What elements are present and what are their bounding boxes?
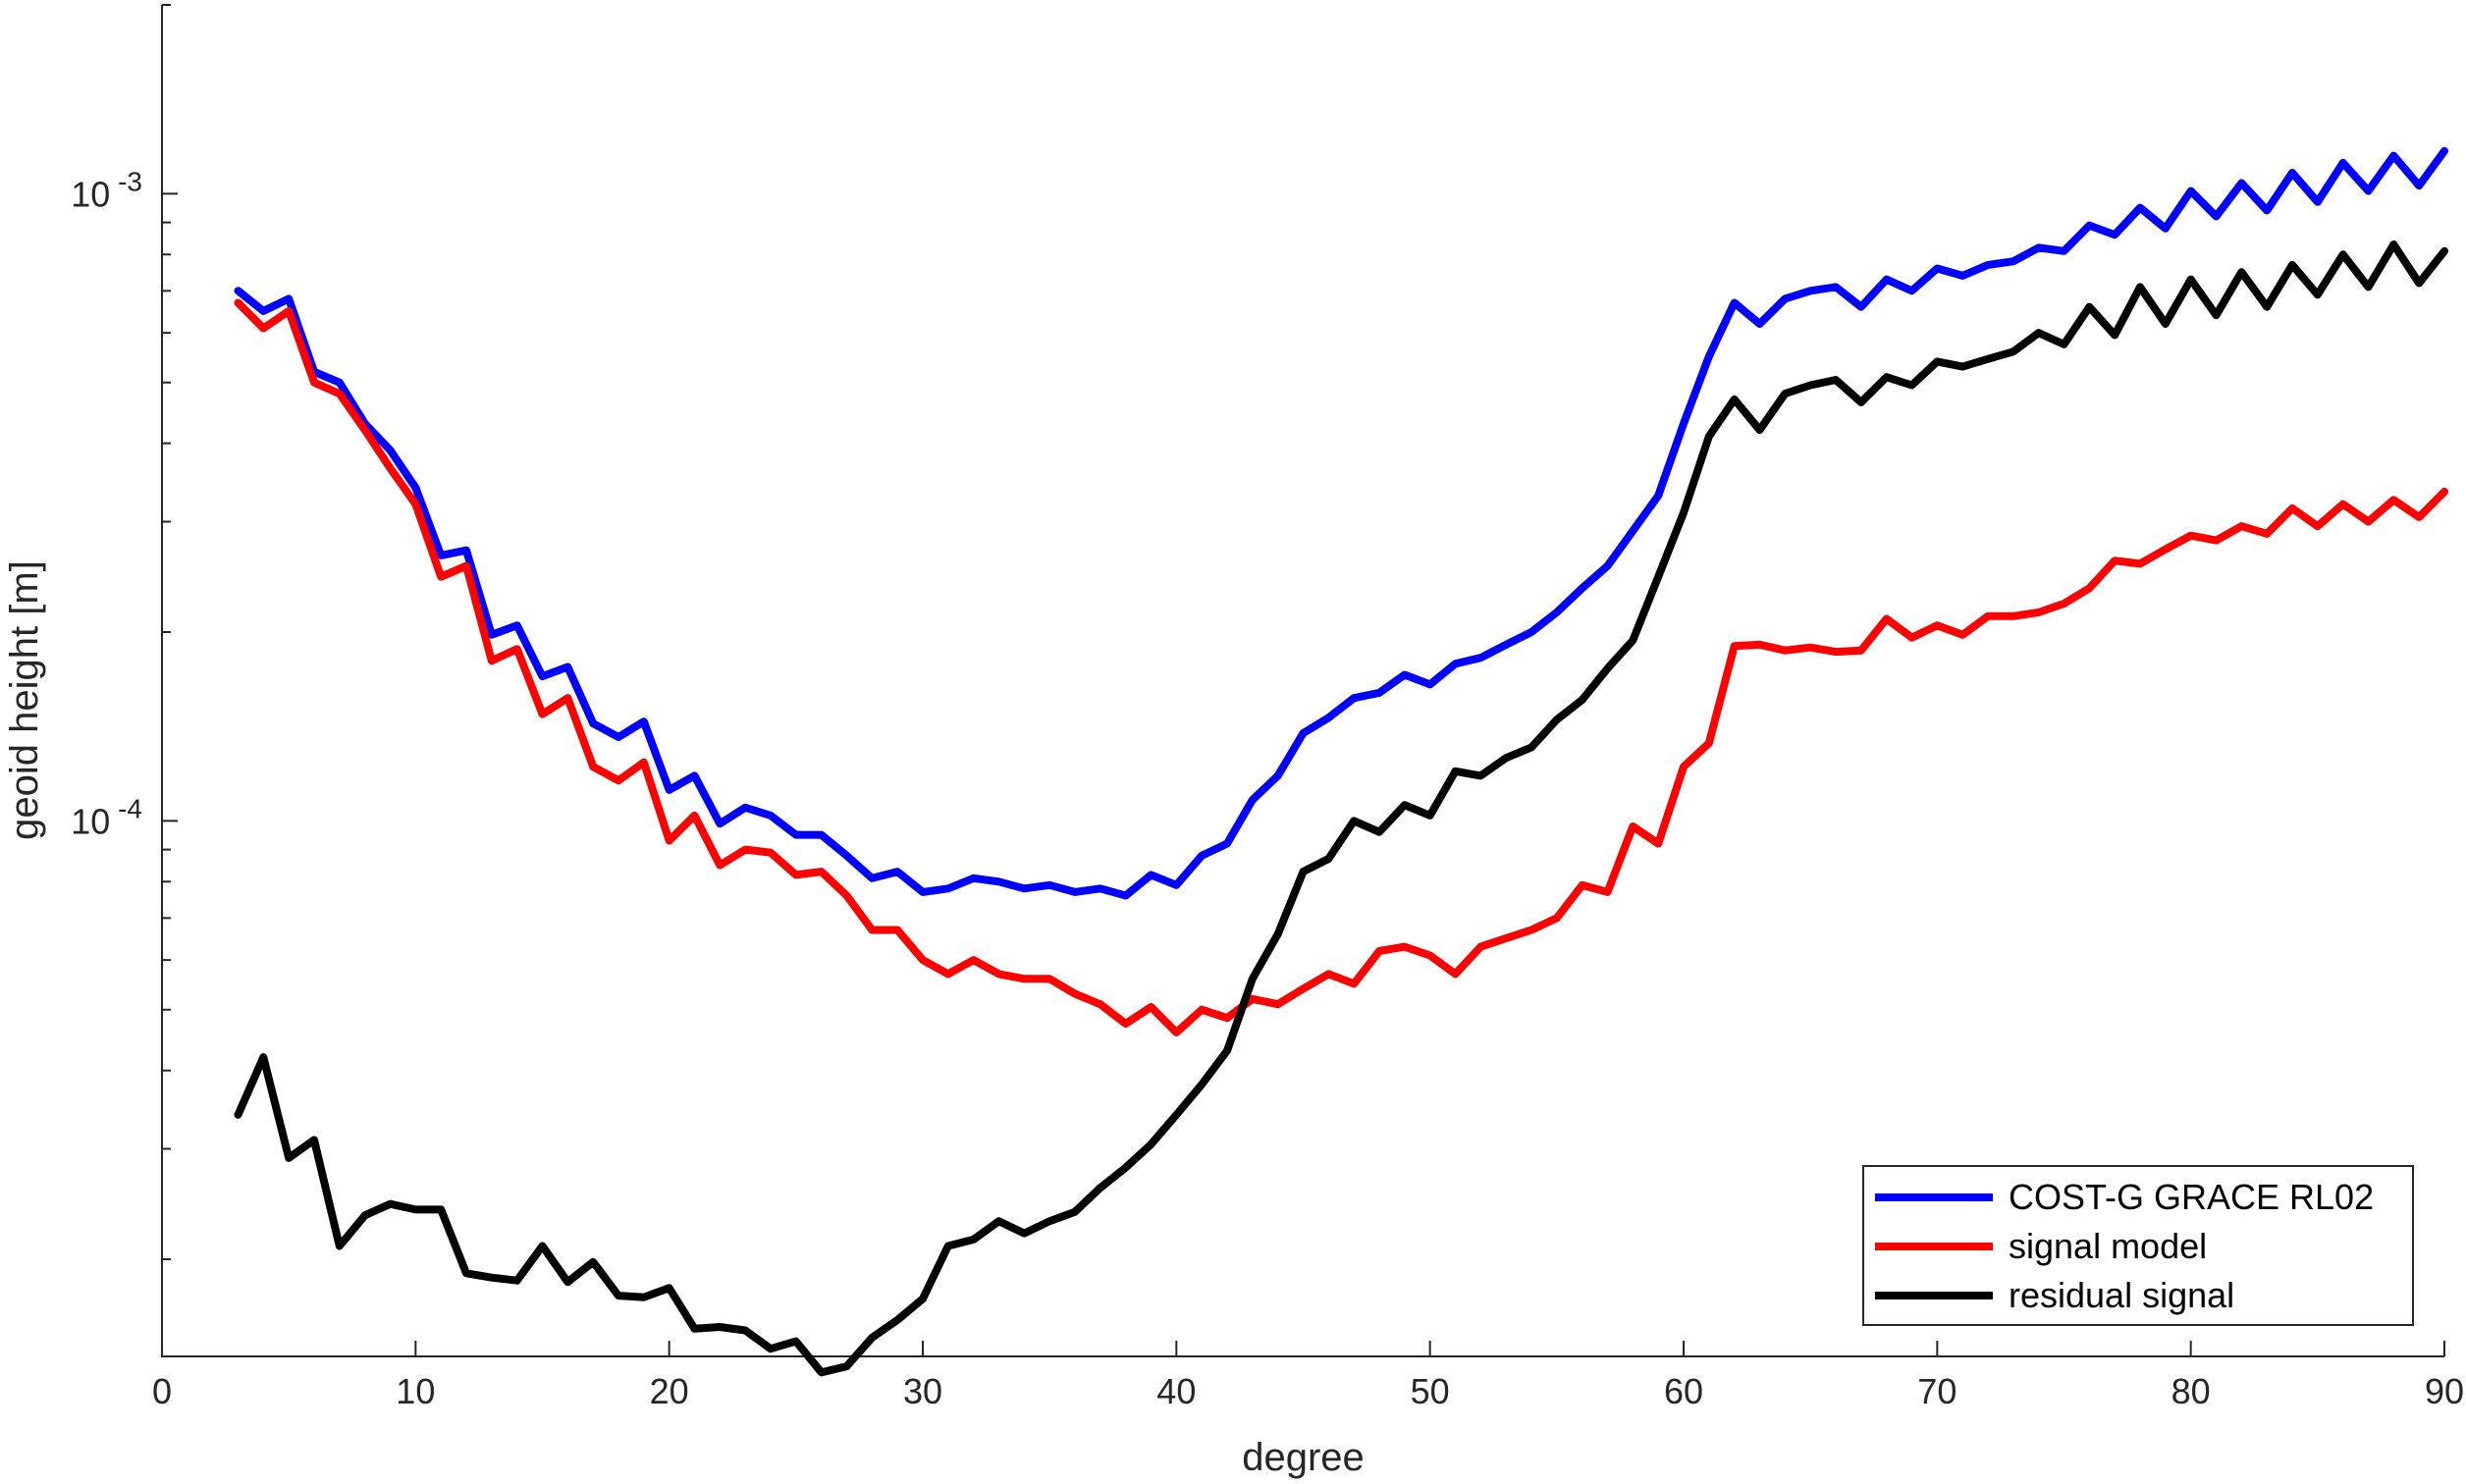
x-tick-label: 20 <box>650 1371 689 1411</box>
x-tick-label: 40 <box>1156 1371 1196 1411</box>
series-lines <box>234 146 2448 1377</box>
x-axis-title: degree <box>1242 1436 1365 1479</box>
x-tick-label: 60 <box>1664 1371 1703 1411</box>
y-tick-label: 10 -3 <box>71 166 142 214</box>
x-tick-label: 70 <box>1917 1371 1957 1411</box>
y-axis-ticks: 10 -4 10 -3 <box>71 4 178 1261</box>
x-tick-label: 10 <box>396 1371 435 1411</box>
legend-label-2: signal model <box>2009 1226 2207 1266</box>
legend: COST-G GRACE RL02 signal model residual si… <box>1862 1165 2414 1326</box>
series-line-3 <box>234 240 2448 1377</box>
x-tick-label: 90 <box>2425 1371 2464 1411</box>
series-line-2 <box>234 298 2448 1036</box>
x-tick-label: 0 <box>152 1371 172 1411</box>
y-axis-title: geoid height [m] <box>3 560 46 840</box>
x-tick-label: 30 <box>903 1371 942 1411</box>
y-tick-label: 10 -4 <box>71 793 142 841</box>
legend-label-1: COST-G GRACE RL02 <box>2009 1177 2374 1217</box>
x-tick-label: 50 <box>1411 1371 1450 1411</box>
legend-label-3: residual signal <box>2009 1275 2234 1315</box>
series-line-1 <box>234 146 2448 900</box>
axes <box>161 5 2444 1357</box>
axis-lines <box>161 5 2444 1357</box>
x-axis-ticks: 0 10 20 30 40 50 60 70 80 90 <box>152 1341 2464 1411</box>
x-tick-label: 80 <box>2171 1371 2211 1411</box>
